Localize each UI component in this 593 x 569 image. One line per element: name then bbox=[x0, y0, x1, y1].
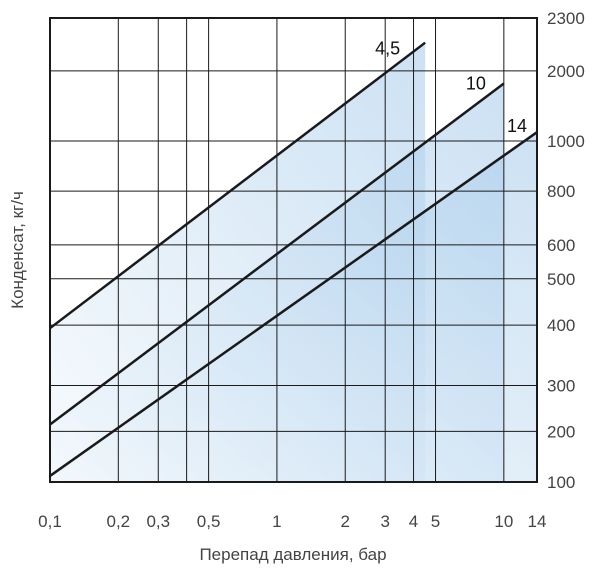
x-tick-label: 14 bbox=[528, 512, 547, 531]
series-label-3: 14 bbox=[507, 116, 527, 136]
y-tick-label: 2300 bbox=[547, 9, 585, 28]
y-tick-label: 200 bbox=[547, 422, 575, 441]
x-tick-label: 0,3 bbox=[146, 512, 170, 531]
series-line-1 bbox=[49, 41, 426, 330]
y-tick-label: 300 bbox=[547, 376, 575, 395]
y-tick-label: 600 bbox=[547, 236, 575, 255]
grid-lines bbox=[49, 17, 538, 483]
x-tick-label: 3 bbox=[380, 512, 389, 531]
x-axis-label: Перепад давления, бар bbox=[199, 545, 386, 564]
y-tick-label: 400 bbox=[547, 316, 575, 335]
series-label-1: 4,5 bbox=[375, 39, 400, 59]
y-tick-labels: 100 200 300 400 500 600 800 1000 2000 2300 bbox=[547, 9, 585, 492]
x-tick-labels: 0,1 0,2 0,3 0,5 1 2 3 4 5 10 14 bbox=[38, 512, 546, 531]
y-tick-label: 1000 bbox=[547, 132, 585, 151]
x-tick-label: 1 bbox=[272, 512, 281, 531]
shaded-regions bbox=[50, 42, 537, 483]
y-tick-label: 2000 bbox=[547, 62, 585, 81]
x-tick-label: 5 bbox=[431, 512, 440, 531]
series-label-2: 10 bbox=[466, 74, 486, 94]
series-labels: 4,5 10 14 bbox=[375, 39, 527, 137]
x-tick-label: 0,2 bbox=[106, 512, 130, 531]
x-tick-label: 2 bbox=[340, 512, 349, 531]
x-tick-label: 10 bbox=[494, 512, 513, 531]
y-tick-label: 500 bbox=[547, 270, 575, 289]
x-tick-label: 4 bbox=[409, 512, 418, 531]
series-line-3 bbox=[49, 131, 538, 477]
series-lines bbox=[49, 41, 538, 477]
x-tick-label: 0,5 bbox=[197, 512, 221, 531]
x-tick-label: 0,1 bbox=[38, 512, 62, 531]
y-tick-label: 800 bbox=[547, 182, 575, 201]
y-axis-label: Конденсат, кг/ч bbox=[8, 191, 27, 309]
y-tick-label: 100 bbox=[547, 473, 575, 492]
plot-frame bbox=[49, 17, 538, 483]
series-line-2 bbox=[49, 82, 505, 426]
